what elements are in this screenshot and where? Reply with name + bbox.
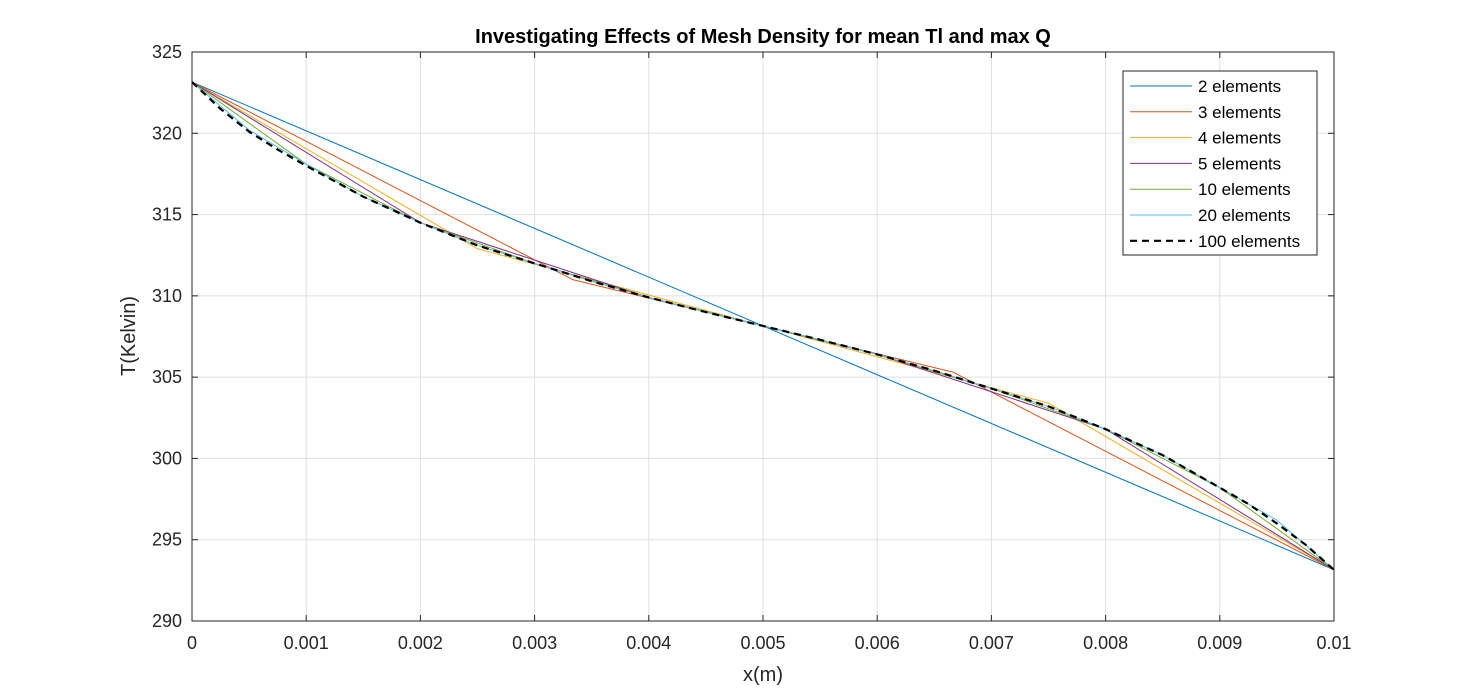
y-tick-label: 310: [152, 286, 182, 306]
x-tick-label: 0.008: [1083, 633, 1128, 653]
series-line-7: [191, 81, 1335, 571]
legend-label: 4 elements: [1198, 129, 1281, 148]
y-tick-label: 290: [152, 611, 182, 631]
x-tick-label: 0.006: [855, 633, 900, 653]
y-tick-label: 315: [152, 205, 182, 225]
x-tick-label: 0.009: [1197, 633, 1242, 653]
chart-title: Investigating Effects of Mesh Density fo…: [475, 26, 1051, 48]
x-tick-label: 0: [187, 633, 197, 653]
y-tick-label: 325: [152, 42, 182, 62]
y-tick-label: 320: [152, 123, 182, 143]
ticks: 0 0.001 0.002 0.003 0.004 0.005 0.006 0.007 0.00…: [152, 42, 1352, 653]
legend-label: 5 elements: [1198, 154, 1281, 173]
x-tick-label: 0.001: [284, 633, 329, 653]
legend-label: 2 elements: [1198, 77, 1281, 96]
y-tick-label: 300: [152, 448, 182, 468]
legend: 2 elements 3 elements 4 elements 5 elements…: [1122, 70, 1318, 256]
legend-label: 10 elements: [1198, 180, 1291, 199]
y-tick-label: 295: [152, 530, 182, 550]
x-tick-label: 0.01: [1316, 633, 1351, 653]
legend-label: 3 elements: [1198, 103, 1281, 122]
series-layer: [191, 81, 1335, 571]
legend-label: 20 elements: [1198, 206, 1291, 225]
x-tick-label: 0.007: [969, 633, 1014, 653]
x-tick-label: 0.004: [626, 633, 671, 653]
x-tick-label: 0.005: [740, 633, 785, 653]
x-tick-label: 0.002: [398, 633, 443, 653]
legend-entries: 2 elements 3 elements 4 elements 5 elements…: [1130, 77, 1300, 251]
y-axis-label: T(Kelvin): [118, 296, 140, 376]
y-tick-label: 305: [152, 367, 182, 387]
x-axis-label: x(m): [743, 664, 783, 686]
x-tick-label: 0.003: [512, 633, 557, 653]
legend-label: 100 elements: [1198, 232, 1300, 251]
